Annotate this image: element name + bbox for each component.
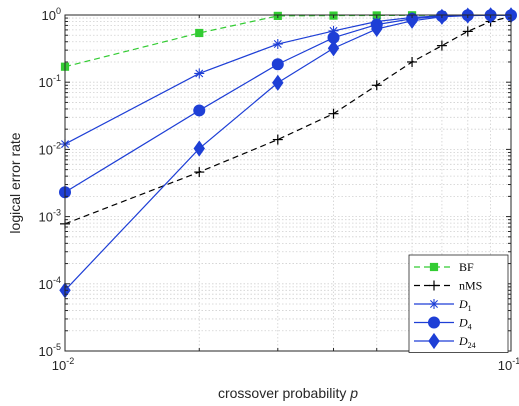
plot-frame — [64, 14, 512, 352]
data-point — [436, 40, 447, 51]
legend-label: D24 — [458, 334, 476, 350]
y-tick-label: 10-5 — [39, 342, 61, 359]
y-tick-label: 100 — [42, 6, 61, 23]
legend-item: D24 — [414, 332, 476, 350]
data-point — [429, 262, 439, 272]
legend-item: D1 — [414, 297, 472, 313]
legend-item: nMS — [414, 279, 482, 293]
data-point — [194, 167, 205, 178]
legend-item: BF — [414, 260, 474, 274]
y-tick-label: 10-2 — [39, 140, 61, 157]
x-axis-label: crossover probability p — [218, 385, 358, 401]
legend-label: nMS — [459, 279, 482, 293]
data-point — [371, 20, 383, 38]
legend-label: D4 — [458, 316, 472, 332]
legend-item: D4 — [414, 316, 472, 332]
y-tick-label: 10-4 — [39, 275, 61, 292]
data-point — [193, 104, 206, 117]
data-point — [272, 74, 284, 91]
data-point — [272, 134, 283, 145]
data-point — [328, 108, 339, 119]
x-tick-label: 10-1 — [498, 356, 519, 373]
data-point — [406, 12, 418, 29]
legend-label: D1 — [458, 297, 472, 313]
y-axis-label: logical error rate — [7, 132, 23, 233]
data-point — [193, 140, 205, 157]
legend-label: BF — [459, 260, 474, 274]
y-tick-label: 10-3 — [39, 208, 61, 225]
data-point — [429, 299, 439, 309]
data-point — [194, 68, 205, 79]
data-point — [371, 80, 382, 91]
series-line — [64, 15, 512, 225]
data-point — [327, 40, 340, 57]
data-point — [407, 56, 418, 67]
legend: BF nMS D1 D4 D24 — [408, 254, 509, 353]
y-tick-label: 10-1 — [39, 73, 61, 90]
data-point — [462, 26, 473, 37]
x-tick-label: 10-2 — [52, 356, 74, 373]
data-point — [272, 39, 283, 50]
data-point — [429, 280, 439, 291]
data-point — [271, 58, 284, 71]
data-point — [428, 332, 440, 350]
data-point — [428, 316, 440, 329]
axes: 10-2 10-1 10-5 10-4 10-3 10-2 10-1 100 — [39, 6, 519, 373]
data-point — [195, 28, 204, 38]
